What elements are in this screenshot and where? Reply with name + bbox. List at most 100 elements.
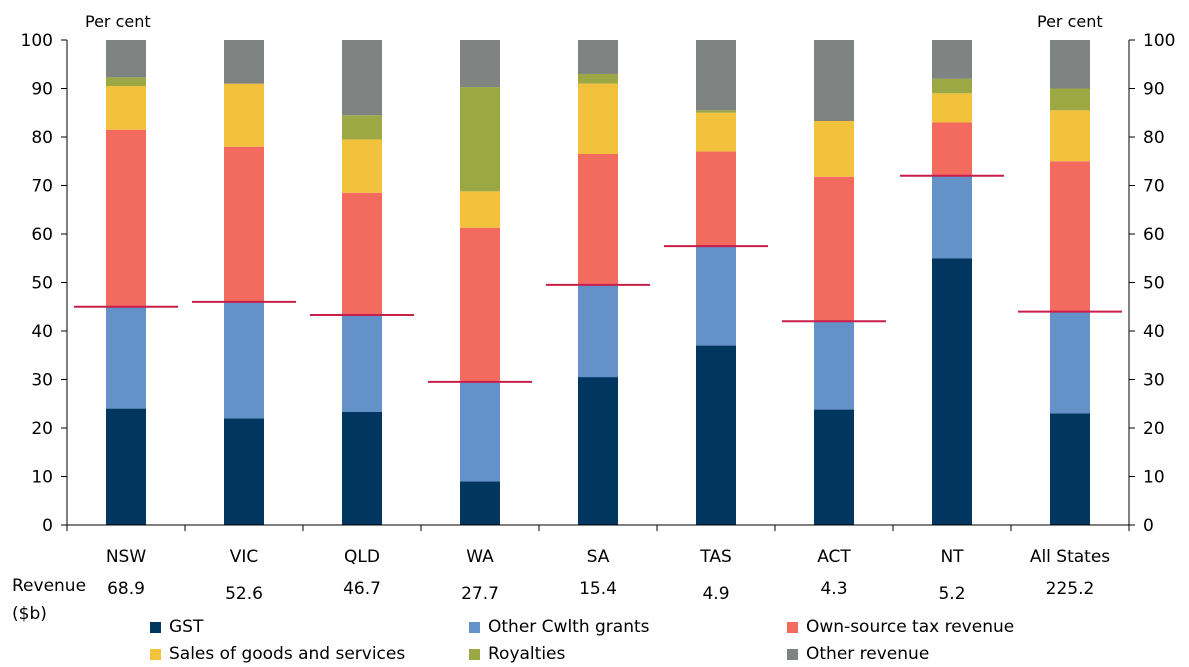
bar-segment-own-source-tax-revenue-nsw	[106, 129, 146, 307]
bar-segment-other-cwlth-grants-act	[814, 321, 854, 410]
bar-segment-sales-of-goods-and-services-nsw	[106, 86, 146, 130]
bar-segment-gst-wa	[460, 481, 500, 525]
y-tick-label-left: 50	[31, 274, 53, 294]
bar-segment-own-source-tax-revenue-tas	[696, 151, 736, 247]
bar-segment-royalties-qld	[342, 115, 382, 140]
revenue-value: 52.6	[225, 584, 263, 604]
revenue-value: 68.9	[107, 579, 145, 599]
bar-segment-other-cwlth-grants-wa	[460, 381, 500, 482]
bar-segment-other-revenue-wa	[460, 40, 500, 88]
revenue-label: Revenue ($b)	[12, 572, 86, 628]
bar-segment-sales-of-goods-and-services-tas	[696, 112, 736, 152]
bar-segment-gst-nsw	[106, 408, 146, 525]
y-tick-label-left: 60	[31, 225, 53, 245]
revenue-value: 4.9	[702, 584, 729, 604]
revenue-value: 15.4	[579, 579, 617, 599]
category-labels-group: NSW VIC QLD WA SA TAS ACT NT All States	[106, 547, 1110, 567]
revenue-value: 27.7	[461, 584, 499, 604]
y-tick-label-left: 100	[21, 31, 53, 51]
ticks-group: 0 0 10 10 20 20 30 30 40 40 50 50 60 60 70 70 80 80 90 90 10…	[21, 31, 1176, 536]
bar-segment-own-source-tax-revenue-all-states	[1050, 161, 1090, 312]
y-tick-label-right: 30	[1143, 371, 1165, 391]
bar-segment-own-source-tax-revenue-qld	[342, 192, 382, 315]
y-tick-label-right: 60	[1143, 225, 1165, 245]
bar-segment-other-revenue-tas	[696, 40, 736, 111]
bar-segment-gst-sa	[578, 377, 618, 525]
x-tick-label: ACT	[817, 547, 851, 567]
bar-segment-other-cwlth-grants-qld	[342, 314, 382, 412]
bar-segment-sales-of-goods-and-services-act	[814, 120, 854, 177]
y-tick-label-left: 90	[31, 80, 53, 100]
y-tick-label-left: 40	[31, 322, 53, 342]
bar-segment-gst-vic	[224, 418, 264, 525]
bar-segment-gst-tas	[696, 345, 736, 525]
y-unit-left: Per cent	[85, 12, 151, 31]
y-tick-label-right: 80	[1143, 128, 1165, 148]
x-tick-label: TAS	[699, 547, 732, 567]
bar-segment-sales-of-goods-and-services-all-states	[1050, 110, 1090, 162]
bar-segment-royalties-tas	[696, 110, 736, 113]
bar-segment-other-revenue-qld	[342, 40, 382, 116]
y-tick-label-left: 0	[42, 516, 53, 536]
revenue-value: 4.3	[820, 579, 847, 599]
bar-segment-own-source-tax-revenue-nt	[932, 122, 972, 176]
bar-segment-gst-act	[814, 409, 854, 525]
bar-segment-royalties-all-states	[1050, 88, 1090, 111]
bar-segment-own-source-tax-revenue-wa	[460, 227, 500, 382]
bar-segment-sales-of-goods-and-services-sa	[578, 83, 618, 154]
y-tick-label-right: 100	[1143, 31, 1175, 51]
bar-segment-own-source-tax-revenue-sa	[578, 153, 618, 285]
bar-segment-royalties-nt	[932, 78, 972, 94]
revenue-label-line2: ($b)	[12, 604, 47, 624]
bar-segment-other-revenue-vic	[224, 40, 264, 84]
y-tick-label-right: 50	[1143, 274, 1165, 294]
bar-segment-sales-of-goods-and-services-vic	[224, 83, 264, 147]
bar-segment-own-source-tax-revenue-act	[814, 176, 854, 322]
revenue-values-group: 68.9 52.6 46.7 27.7 15.4 4.9 4.3 5.2 225.2	[107, 579, 1094, 604]
bar-segment-gst-qld	[342, 411, 382, 525]
y-tick-label-right: 10	[1143, 468, 1165, 488]
bar-segment-royalties-sa	[578, 73, 618, 84]
bar-segment-other-revenue-sa	[578, 40, 618, 74]
x-tick-label: NSW	[106, 547, 147, 567]
bar-segment-other-revenue-act	[814, 40, 854, 121]
bar-segment-other-cwlth-grants-all-states	[1050, 311, 1090, 414]
y-tick-label-left: 80	[31, 128, 53, 148]
y-tick-label-right: 90	[1143, 80, 1165, 100]
x-tick-label: VIC	[230, 547, 259, 567]
y-tick-label-left: 30	[31, 371, 53, 391]
bar-segment-own-source-tax-revenue-vic	[224, 146, 264, 302]
bar-segment-royalties-wa	[460, 87, 500, 192]
x-tick-label: QLD	[344, 547, 380, 567]
revenue-value: 5.2	[938, 584, 965, 604]
y-tick-label-right: 40	[1143, 322, 1165, 342]
revenue-value: 46.7	[343, 579, 381, 599]
bar-segment-other-cwlth-grants-tas	[696, 246, 736, 346]
bar-segment-gst-nt	[932, 258, 972, 525]
revenue-label-line1: Revenue	[12, 576, 87, 596]
markers-group	[74, 174, 1122, 383]
bar-segment-sales-of-goods-and-services-qld	[342, 139, 382, 193]
x-tick-label: WA	[466, 547, 494, 567]
bar-segment-sales-of-goods-and-services-nt	[932, 93, 972, 123]
bar-segment-other-cwlth-grants-nt	[932, 175, 972, 259]
x-tick-label: NT	[940, 547, 964, 567]
y-tick-label-left: 10	[31, 468, 53, 488]
x-tick-label: All States	[1030, 547, 1110, 567]
y-tick-label-right: 0	[1143, 516, 1154, 536]
y-unit-right: Per cent	[1037, 12, 1103, 31]
bar-segment-other-cwlth-grants-vic	[224, 301, 264, 419]
bar-segment-other-cwlth-grants-nsw	[106, 306, 146, 409]
bar-segment-other-revenue-all-states	[1050, 40, 1090, 89]
y-tick-label-left: 70	[31, 177, 53, 197]
x-tick-label: SA	[587, 547, 610, 567]
revenue-value: 225.2	[1046, 579, 1095, 599]
bar-segment-gst-all-states	[1050, 413, 1090, 525]
bars-group	[106, 40, 1090, 525]
bar-segment-other-cwlth-grants-sa	[578, 284, 618, 378]
bar-segment-sales-of-goods-and-services-wa	[460, 191, 500, 228]
bar-segment-other-revenue-nt	[932, 40, 972, 79]
y-tick-label-right: 70	[1143, 177, 1165, 197]
bar-segment-royalties-nsw	[106, 77, 146, 87]
